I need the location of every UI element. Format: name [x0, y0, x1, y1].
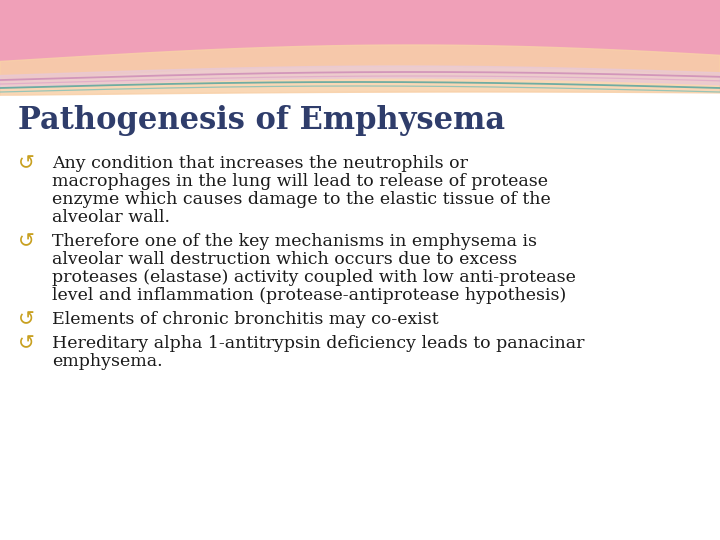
Text: macrophages in the lung will lead to release of protease: macrophages in the lung will lead to rel… — [52, 173, 548, 190]
Text: Elements of chronic bronchitis may co-exist: Elements of chronic bronchitis may co-ex… — [52, 311, 438, 328]
Text: Any condition that increases the neutrophils or: Any condition that increases the neutrop… — [52, 155, 468, 172]
Text: emphysema.: emphysema. — [52, 353, 163, 370]
Text: level and inflammation (protease-antiprotease hypothesis): level and inflammation (protease-antipro… — [52, 287, 566, 304]
Text: alveolar wall destruction which occurs due to excess: alveolar wall destruction which occurs d… — [52, 251, 517, 268]
Text: ↺: ↺ — [18, 334, 35, 353]
Text: ↺: ↺ — [18, 232, 35, 251]
Text: Hereditary alpha 1-antitrypsin deficiency leads to panacinar: Hereditary alpha 1-antitrypsin deficienc… — [52, 335, 585, 352]
Text: enzyme which causes damage to the elastic tissue of the: enzyme which causes damage to the elasti… — [52, 191, 551, 208]
Text: Pathogenesis of Emphysema: Pathogenesis of Emphysema — [18, 105, 505, 136]
Text: alveolar wall.: alveolar wall. — [52, 209, 170, 226]
Text: ↺: ↺ — [18, 154, 35, 173]
Text: ↺: ↺ — [18, 310, 35, 329]
Text: proteases (elastase) activity coupled with low anti-protease: proteases (elastase) activity coupled wi… — [52, 269, 576, 286]
Text: Therefore one of the key mechanisms in emphysema is: Therefore one of the key mechanisms in e… — [52, 233, 537, 250]
